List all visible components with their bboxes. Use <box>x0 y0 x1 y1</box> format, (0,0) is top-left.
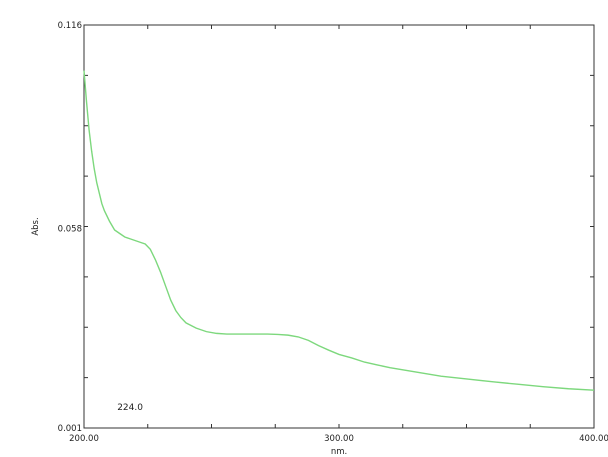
y-tick-label: 0.001 <box>58 424 82 434</box>
x-tick-label: 200.00 <box>69 434 99 444</box>
absorbance-series-line <box>83 70 595 391</box>
x-axis-label: nm. <box>331 447 347 457</box>
plot-frame <box>83 24 595 429</box>
x-tick-label: 300.00 <box>324 434 354 444</box>
y-tick-label: 0.058 <box>58 224 82 234</box>
peak-annotation: 224.0 <box>117 403 143 413</box>
y-tick-label: 0.116 <box>58 21 82 31</box>
x-tick-label: 400.00 <box>579 434 608 444</box>
y-axis-label: Abs. <box>31 217 41 235</box>
tick-marks <box>83 24 595 429</box>
tick-labels: 200.00 300.00 400.00 0.001 0.058 0.116 <box>58 21 608 444</box>
